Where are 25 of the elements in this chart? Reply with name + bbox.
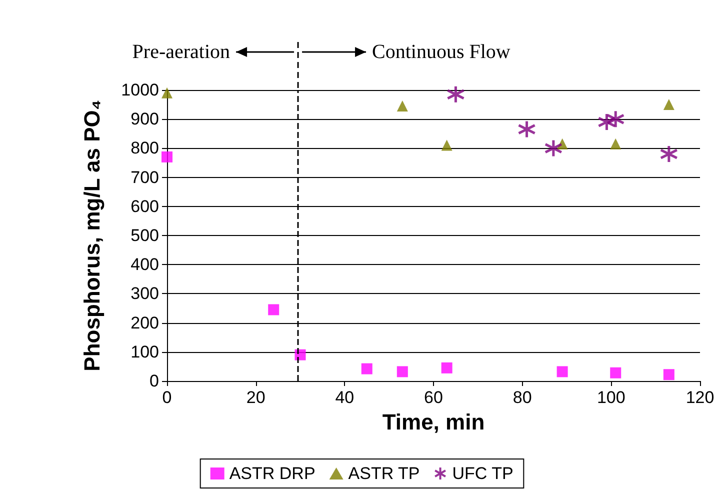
- y-tick-label: 300: [130, 284, 159, 304]
- legend-label: ASTR DRP: [229, 464, 316, 483]
- y-axis-title: Phosphorus, mg/L as PO₄: [80, 100, 104, 372]
- y-tick-label: 100: [130, 342, 159, 362]
- y-tick-label: 500: [130, 226, 159, 245]
- x-tick-label: 60: [424, 388, 443, 407]
- x-tick-label: 80: [512, 388, 532, 407]
- y-tick-label: 700: [130, 168, 159, 187]
- text: Continuous Flow: [372, 41, 511, 63]
- x-tick-label: 0: [162, 388, 172, 407]
- y-tick-label: 0: [150, 372, 159, 390]
- x-tick-label: 100: [596, 388, 626, 407]
- y-tick-label: 400: [130, 255, 159, 274]
- y-tick-label: 800: [130, 138, 159, 158]
- text: Pre-aeration: [132, 41, 230, 63]
- x-axis-title: Time, min: [382, 409, 485, 434]
- y-tick-label: 1000: [121, 80, 159, 100]
- y-tick-label: 600: [130, 196, 159, 216]
- x-tick-label: 40: [335, 388, 354, 407]
- y-tick-label: 200: [130, 313, 159, 332]
- y-tick-label: 900: [130, 110, 159, 129]
- x-tick-label: 120: [686, 388, 714, 407]
- legend-label: UFC TP: [452, 464, 514, 483]
- x-tick-label: 20: [246, 388, 266, 407]
- legend-label: ASTR TP: [348, 464, 420, 483]
